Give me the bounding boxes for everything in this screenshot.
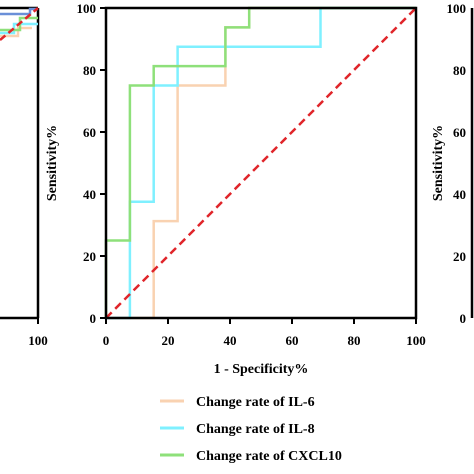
- legend-label: Change rate of IL-6: [196, 395, 315, 410]
- x-tick-label: 0: [103, 333, 110, 348]
- legend: Change rate of IL-6 Change rate of IL-8 Ch…: [160, 395, 342, 464]
- x-tick-label: 80: [348, 333, 361, 348]
- right-y-tick-label: 40: [453, 187, 466, 202]
- y-tick-label: 100: [77, 1, 97, 16]
- x-tick-label: 60: [286, 333, 299, 348]
- legend-label: Change rate of CXCL10: [196, 449, 342, 464]
- right-partial-panel: Sensitivity% 0 20 40 60 80 100: [431, 1, 474, 326]
- reference-diagonal-line: [105, 7, 417, 319]
- y-tick-label: 20: [83, 249, 96, 264]
- ticks-group: 0 20 40 60 80 100 0 20 40 60 80 100: [77, 1, 426, 348]
- left-partial-panel: 100: [0, 6, 48, 348]
- roc-curve-il8: [106, 6, 416, 320]
- left-reference-line: [0, 7, 39, 41]
- legend-label: Change rate of IL-8: [196, 422, 315, 437]
- left-x-tick-label: 100: [28, 333, 48, 348]
- y-axis-title: Sensitivity%: [45, 125, 60, 201]
- left-curve-il8: [0, 22, 38, 35]
- x-axis-title: 1 - Specificity%: [214, 362, 309, 377]
- x-tick-label: 40: [224, 333, 237, 348]
- right-y-tick-label: 60: [453, 125, 466, 140]
- y-tick-label: 40: [83, 187, 96, 202]
- roc-curve-cxcl10: [104, 6, 416, 318]
- axes-group: [104, 6, 418, 320]
- left-curve-il6: [0, 26, 32, 38]
- right-y-axis-title: Sensitivity%: [431, 125, 446, 201]
- x-tick-label: 100: [406, 333, 426, 348]
- right-y-tick-label: 80: [453, 63, 466, 78]
- reference-line-group: [105, 7, 417, 319]
- right-y-tick-label: 100: [447, 1, 467, 16]
- y-tick-label: 0: [90, 311, 97, 326]
- right-y-tick-label: 0: [460, 311, 467, 326]
- x-tick-label: 20: [162, 333, 175, 348]
- plot-frame: [104, 6, 418, 320]
- left-curve-extra: [0, 7, 38, 16]
- y-tick-label: 60: [83, 125, 96, 140]
- y-tick-label: 80: [83, 63, 96, 78]
- main-roc-panel: 0 20 40 60 80 100 0 20 40 60 80 100 1 - Specificity…: [45, 1, 426, 377]
- right-y-tick-label: 20: [453, 249, 466, 264]
